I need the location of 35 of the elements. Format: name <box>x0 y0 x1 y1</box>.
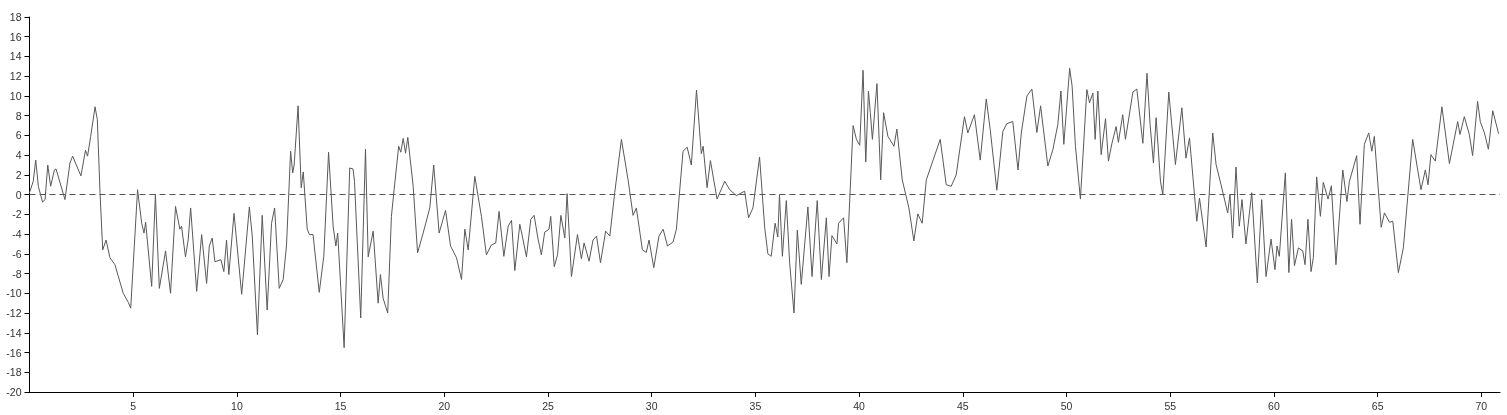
y-tick-label: 14 <box>9 50 22 63</box>
y-tick-label: -18 <box>6 366 22 379</box>
y-tick-label: -8 <box>12 267 22 280</box>
y-tick-label: -4 <box>12 228 22 241</box>
x-tick-label: 60 <box>1268 399 1280 412</box>
x-tick-label: 55 <box>1164 399 1177 412</box>
y-tick-label: -6 <box>12 247 22 260</box>
y-tick-label: -16 <box>6 346 22 359</box>
x-tick-label: 30 <box>645 399 658 412</box>
x-tick-label: 20 <box>438 399 451 412</box>
x-tick-label: 5 <box>130 399 137 412</box>
y-tick-label: 18 <box>9 11 22 23</box>
y-tick-label: 12 <box>9 70 22 83</box>
y-tick-label: 8 <box>15 109 22 122</box>
y-tick-label: 10 <box>9 89 22 102</box>
y-tick-label: 6 <box>15 129 22 142</box>
x-tick-label: 35 <box>749 399 762 412</box>
y-tick-label: -10 <box>6 287 22 300</box>
y-tick-label: -12 <box>6 307 22 320</box>
line-series <box>29 67 1500 349</box>
x-tick-label: 45 <box>956 399 969 412</box>
x-tick-label: 65 <box>1371 399 1384 412</box>
x-tick-label: 50 <box>1060 399 1073 412</box>
x-tick-label: 15 <box>334 399 347 412</box>
y-tick-label: -14 <box>6 326 22 339</box>
x-tick-label: 10 <box>231 399 243 412</box>
x-tick-label: 40 <box>853 399 866 412</box>
y-tick-label: -20 <box>6 386 22 398</box>
y-tick-label: -2 <box>12 208 22 221</box>
y-tick-label: 4 <box>15 149 22 162</box>
y-tick-label: 0 <box>15 188 22 201</box>
x-tick-label: 70 <box>1475 399 1488 412</box>
y-tick-label: 2 <box>15 168 22 181</box>
y-tick-label: 16 <box>9 30 22 43</box>
x-tick-label: 25 <box>542 399 555 412</box>
